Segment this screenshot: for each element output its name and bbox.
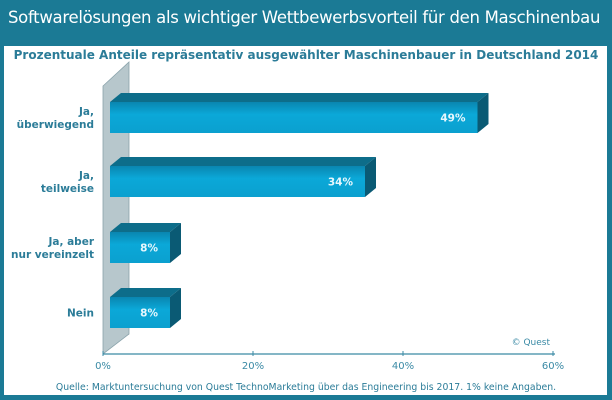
bar-front	[110, 102, 478, 133]
category-label: Nein	[67, 308, 94, 320]
bar-front	[110, 166, 365, 197]
bar-value-label: 49%	[440, 113, 466, 125]
bar-value-label: 8%	[140, 243, 158, 255]
x-tick-label: 20%	[242, 361, 264, 372]
copyright-label: © Quest	[512, 338, 551, 348]
x-tick-label: 60%	[542, 361, 564, 372]
source-note: Quelle: Marktuntersuchung von Quest Tech…	[56, 382, 556, 393]
x-tick-label: 0%	[95, 361, 111, 372]
back-wall	[102, 61, 130, 355]
bar-side	[170, 223, 181, 263]
bar-1: 34%	[110, 157, 376, 197]
category-label: teilweise	[41, 183, 94, 195]
bar-top	[110, 223, 181, 232]
bar-side	[170, 288, 181, 328]
x-tick-label: 40%	[392, 361, 414, 372]
bar-front	[110, 297, 170, 328]
category-label: Ja, aber	[47, 236, 94, 248]
category-label: nur vereinzelt	[11, 249, 94, 261]
bar-value-label: 8%	[140, 308, 158, 320]
bar-side	[365, 157, 376, 197]
category-label: Ja,	[78, 170, 94, 182]
bar-3: 8%	[110, 288, 181, 328]
category-label: Ja,	[78, 106, 94, 118]
bar-top	[110, 157, 376, 166]
bar-top	[110, 93, 489, 102]
bar-top	[110, 288, 181, 297]
bar-front	[110, 232, 170, 263]
chart-header-title: Softwarelösungen als wichtiger Wettbewer…	[8, 8, 601, 27]
bar-value-label: 34%	[328, 177, 354, 189]
category-label: überwiegend	[17, 119, 94, 131]
bar-0: 49%	[110, 93, 489, 133]
bar-2: 8%	[110, 223, 181, 263]
chart-subtitle: Prozentuale Anteile repräsentativ ausgew…	[14, 48, 599, 62]
bar-side	[477, 93, 489, 133]
